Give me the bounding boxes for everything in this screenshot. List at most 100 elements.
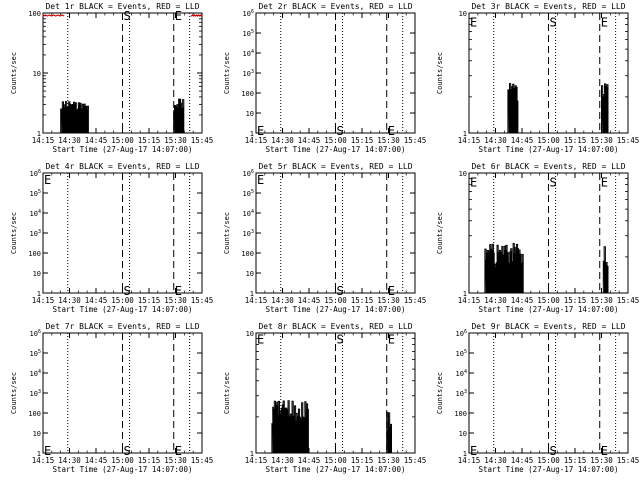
x-tick-label: 15:30 [590,296,613,305]
x-tick-label: 15:30 [377,456,400,465]
y-tick-label: 100 [28,10,41,18]
detector-panel-1: Det 1r BLACK = Events, RED = LLD 1 10 100 14… [10,2,213,154]
y-tick-label: 105 [456,349,467,358]
x-tick-label: 14:45 [85,136,108,145]
y-tick-label: 10 [246,110,254,118]
x-axis-label: Start Time (27-Aug-17 14:07:00) [479,465,619,474]
event-marker-s: S [550,175,557,189]
x-tick-label: 14:45 [298,456,321,465]
panel-title: Det 9r BLACK = Events, RED = LLD [471,322,625,331]
y-tick-label: 103 [243,69,254,78]
y-tick-label: 104 [243,49,254,58]
x-tick-label: 14:15 [245,296,268,305]
x-tick-label: 15:15 [138,296,161,305]
y-tick-label: 105 [243,29,254,38]
y-tick-label: 106 [243,169,254,178]
x-tick-label: 14:45 [85,296,108,305]
y-tick-label: 10 [246,270,254,278]
x-tick-label: 15:00 [537,296,560,305]
x-tick-label: 14:45 [85,456,108,465]
x-tick-label: 15:00 [111,136,134,145]
event-marker-e: E [601,444,608,458]
event-marker-e: E [175,444,182,458]
y-tick-label: 1 [37,290,41,298]
x-tick-label: 14:15 [245,136,268,145]
detector-panel-6: Det 6r BLACK = Events, RED = LLD 1 10 14:15… [436,162,639,314]
event-burst-2 [173,98,185,134]
y-tick-label: 1 [463,130,467,138]
x-tick-label: 15:30 [164,296,187,305]
y-tick-label: 10 [33,270,41,278]
event-marker-s: S [124,284,131,298]
x-tick-label: 14:45 [511,456,534,465]
event-marker-e: E [601,15,608,29]
event-marker-e: E [388,284,395,298]
detector-panel-3: Det 3r BLACK = Events, RED = LLD 1 10 14:15… [436,2,639,154]
x-tick-label: 14:15 [458,456,481,465]
x-tick-label: 15:45 [404,136,427,145]
detector-panel-4: Det 4r BLACK = Events, RED = LLD 1 10 100 10… [10,162,213,314]
y-tick-label: 104 [30,369,41,378]
event-marker-s: S [550,15,557,29]
event-marker-s: S [550,444,557,458]
detector-panel-9: Det 9r BLACK = Events, RED = LLD 1 10 100 10… [436,322,639,474]
x-tick-label: 14:15 [458,296,481,305]
y-tick-label: 10 [459,430,467,438]
event-marker-e: E [257,124,264,138]
x-tick-label: 15:45 [617,456,640,465]
x-tick-label: 15:00 [111,296,134,305]
y-tick-label: 100 [241,90,254,98]
y-tick-label: 104 [243,209,254,218]
x-axis-label: Start Time (27-Aug-17 14:07:00) [53,465,193,474]
y-tick-label: 104 [456,369,467,378]
x-tick-label: 15:45 [191,456,214,465]
x-tick-label: 14:30 [484,136,507,145]
y-tick-label: 100 [28,250,41,258]
x-tick-label: 15:45 [404,296,427,305]
y-tick-label: 103 [30,389,41,398]
event-marker-e: E [388,332,395,346]
x-tick-label: 14:15 [458,136,481,145]
y-tick-label: 106 [30,329,41,338]
x-tick-label: 14:15 [32,136,55,145]
event-marker-e: E [470,175,477,189]
x-tick-label: 15:15 [138,136,161,145]
detector-panel-8: Det 8r BLACK = Events, RED = LLD 1 10 14:15… [223,322,426,474]
x-tick-label: 15:00 [324,296,347,305]
event-marker-e: E [470,444,477,458]
y-tick-label: 10 [33,430,41,438]
event-marker-s: S [124,9,131,23]
x-tick-label: 15:45 [617,296,640,305]
event-marker-s: S [124,444,131,458]
event-burst-2 [602,246,609,294]
y-tick-label: 103 [243,229,254,238]
y-tick-label: 105 [30,189,41,198]
panel-title: Det 5r BLACK = Events, RED = LLD [258,162,412,171]
x-tick-label: 15:00 [537,136,560,145]
x-tick-label: 15:30 [590,456,613,465]
event-marker-e: E [257,173,264,187]
x-tick-label: 15:15 [351,136,374,145]
x-tick-label: 14:30 [271,296,294,305]
x-tick-label: 15:30 [377,136,400,145]
y-tick-label: 1 [463,290,467,298]
event-burst-1 [507,83,519,134]
x-tick-label: 14:45 [298,296,321,305]
x-tick-label: 15:00 [324,456,347,465]
event-marker-e: E [257,332,264,346]
panel-title: Det 3r BLACK = Events, RED = LLD [471,2,625,11]
x-axis-label: Start Time (27-Aug-17 14:07:00) [266,465,406,474]
x-tick-label: 14:30 [271,136,294,145]
event-marker-s: S [337,284,344,298]
y-tick-label: 1 [37,450,41,458]
x-axis-label: Start Time (27-Aug-17 14:07:00) [479,145,619,154]
lld-series-2 [190,14,203,17]
y-tick-label: 1 [250,450,254,458]
y-tick-label: 1 [463,450,467,458]
event-marker-e: E [175,9,182,23]
y-axis-label: Counts/sec [223,212,231,254]
lld-series-1 [42,14,65,17]
y-tick-label: 10 [33,70,41,78]
event-burst-2 [386,411,392,454]
